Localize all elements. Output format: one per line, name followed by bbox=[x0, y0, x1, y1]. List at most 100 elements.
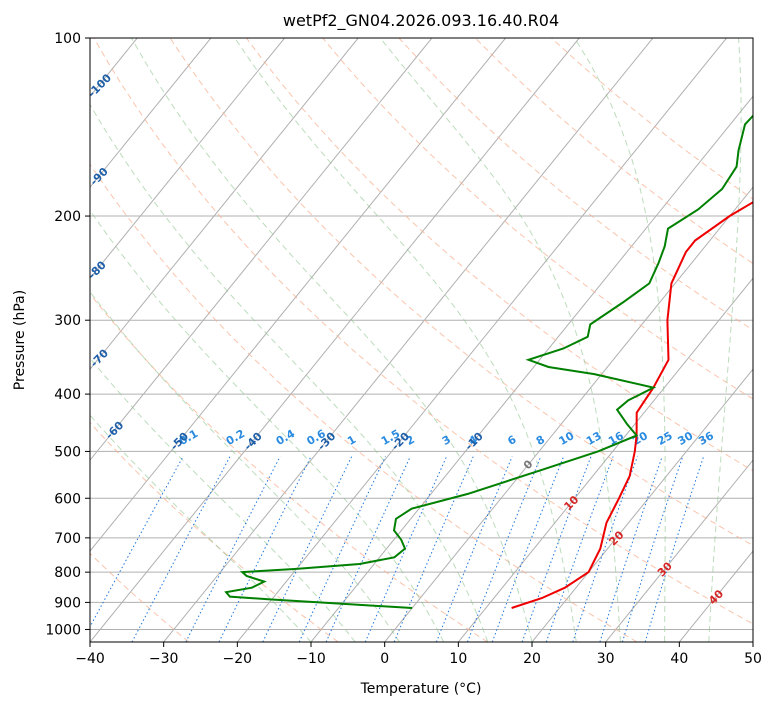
isotherm-line bbox=[310, 95, 753, 642]
y-tick-label: 1000 bbox=[45, 622, 81, 638]
isotherm-line bbox=[90, 38, 506, 552]
moist-adiabat-line bbox=[130, 38, 533, 642]
isotherm-line bbox=[457, 277, 753, 642]
moist-adiabat-line bbox=[708, 38, 742, 642]
y-tick-label: 300 bbox=[54, 313, 81, 329]
x-tick-label: 40 bbox=[670, 651, 688, 667]
x-tick-label: 50 bbox=[744, 651, 762, 667]
isotherm-line bbox=[90, 38, 580, 642]
mixing-ratio-line bbox=[262, 456, 353, 642]
mixing-ratio-label: 8 bbox=[534, 433, 547, 448]
mixing-ratio-label: 25 bbox=[655, 429, 675, 448]
mixing-ratio-label: 30 bbox=[676, 429, 696, 448]
y-tick-label: 200 bbox=[54, 209, 81, 225]
mixing-ratio-line bbox=[364, 456, 448, 642]
plot-frame bbox=[89, 37, 754, 643]
x-tick-label: 20 bbox=[523, 651, 541, 667]
moist-adiabat-line bbox=[90, 414, 312, 642]
y-tick-label: 100 bbox=[54, 31, 81, 47]
mixing-ratio-label: 13 bbox=[584, 429, 604, 448]
mixing-ratio-line bbox=[298, 456, 386, 642]
dry-adiabat-line bbox=[90, 552, 190, 642]
isotherm-line bbox=[90, 38, 285, 280]
y-tick-label: 800 bbox=[54, 565, 81, 581]
dry-adiabat-line bbox=[90, 163, 638, 642]
mixing-ratio-line bbox=[491, 456, 565, 642]
mixing-ratio-label: 3 bbox=[440, 433, 453, 448]
dry-adiabat-line bbox=[322, 38, 753, 400]
dry-adiabat-line bbox=[398, 38, 753, 331]
x-tick-label: −10 bbox=[296, 651, 326, 667]
moist-adiabat-line bbox=[234, 38, 577, 642]
isotherm-line bbox=[236, 38, 727, 642]
isotherm-label: -90 bbox=[88, 165, 111, 188]
mixing-ratio-line bbox=[467, 456, 542, 642]
x-tick-label: −30 bbox=[149, 651, 179, 667]
x-axis-label: Temperature (°C) bbox=[360, 681, 482, 697]
dry-adiabat-line bbox=[90, 293, 488, 642]
mixing-ratio-label: 0.4 bbox=[274, 427, 298, 448]
y-tick-label: 900 bbox=[54, 595, 81, 611]
y-tick-label: 400 bbox=[54, 387, 81, 403]
mixing-ratio-line bbox=[644, 456, 705, 642]
isotherm-line bbox=[163, 38, 654, 642]
isotherm-label: -60 bbox=[103, 419, 126, 442]
x-tick-label: −20 bbox=[223, 651, 253, 667]
mixing-ratio-line bbox=[435, 456, 513, 642]
mixing-ratio-line bbox=[545, 456, 614, 642]
moist-adiabat-line bbox=[90, 209, 445, 642]
isotherm-label: -10 bbox=[463, 429, 486, 452]
isotherm-label: 40 bbox=[706, 587, 726, 607]
mixing-ratio-label: 36 bbox=[696, 429, 716, 448]
dry-adiabat-line bbox=[93, 38, 753, 625]
chart-title: wetPf2_GN04.2026.093.16.40.R04 bbox=[283, 11, 559, 31]
mixing-ratio-line bbox=[218, 456, 312, 642]
isotherm-line bbox=[90, 38, 212, 189]
isotherm-label: -70 bbox=[88, 346, 111, 369]
dry-adiabat-line bbox=[246, 38, 753, 472]
isotherm-line bbox=[90, 38, 433, 461]
isotherm-line bbox=[752, 641, 753, 642]
isotherm-label: 10 bbox=[561, 493, 581, 513]
y-tick-label: 700 bbox=[54, 531, 81, 547]
mixing-ratio-line bbox=[90, 456, 184, 628]
y-tick-label: 600 bbox=[54, 491, 81, 507]
isotherm-line bbox=[0, 38, 64, 642]
isotherm-label: -40 bbox=[242, 429, 265, 452]
moist-adiabat-line bbox=[90, 290, 400, 642]
y-tick-label: 500 bbox=[54, 444, 81, 460]
dry-adiabat-line bbox=[90, 421, 339, 642]
moist-adiabat-line bbox=[90, 103, 489, 642]
axis-ticks: −40 −30 −20 −10 0 10 20 30 40 5010020030040050060… bbox=[45, 31, 762, 667]
mixing-ratio-line bbox=[521, 456, 592, 642]
mixing-ratio-label: 16 bbox=[606, 429, 626, 448]
temperature-line bbox=[511, 201, 753, 609]
x-tick-label: 0 bbox=[380, 651, 389, 667]
mixing-ratio-line bbox=[131, 456, 231, 642]
dewpoint-line bbox=[224, 114, 753, 609]
isotherm-label: 30 bbox=[655, 559, 675, 579]
dry-adiabat-line bbox=[169, 38, 753, 547]
isotherm-label: 0 bbox=[521, 457, 536, 472]
mixing-ratio-line bbox=[325, 456, 411, 642]
moist-adiabat-line bbox=[90, 357, 356, 642]
plot-area: 0.1 0.2 0.4 0.6 1 1.5 2 3 4 6 8 10 13 16 20 25 30 36-100-… bbox=[0, 38, 753, 642]
x-tick-label: 30 bbox=[597, 651, 615, 667]
x-tick-label: −40 bbox=[75, 651, 105, 667]
isotherm-line bbox=[605, 459, 753, 642]
isotherm-label: 20 bbox=[606, 528, 626, 548]
mixing-ratio-label: 1 bbox=[345, 433, 358, 448]
isotherm-line bbox=[90, 38, 359, 370]
mixing-ratio-line bbox=[393, 456, 474, 642]
mixing-ratio-label: 10 bbox=[557, 429, 577, 448]
x-tick-label: 10 bbox=[449, 651, 467, 667]
mixing-ratio-line bbox=[185, 456, 281, 642]
moist-adiabat-line bbox=[379, 38, 621, 642]
moist-adiabat-line bbox=[574, 38, 666, 642]
isotherm-line bbox=[384, 186, 753, 642]
mixing-ratio-line bbox=[621, 456, 684, 642]
mixing-ratio-label: 6 bbox=[505, 433, 518, 448]
isotherm-label: -80 bbox=[86, 258, 109, 281]
y-axis-label: Pressure (hPa) bbox=[12, 290, 28, 390]
